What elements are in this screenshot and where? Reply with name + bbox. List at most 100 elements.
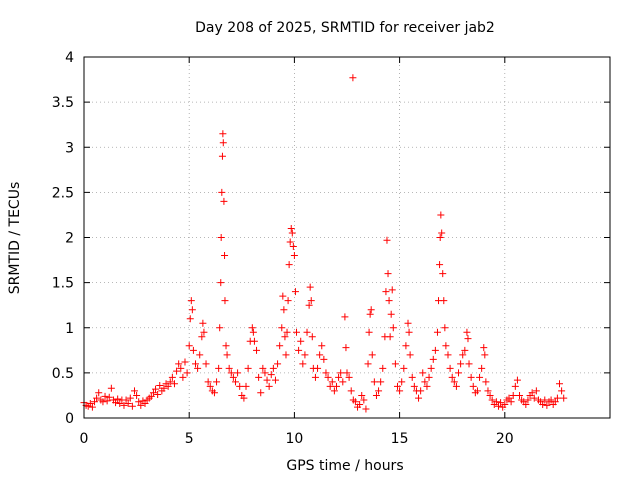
data-point (166, 378, 174, 386)
data-point (222, 342, 230, 350)
data-point (217, 234, 225, 241)
data-point (324, 373, 332, 381)
y-tick-label: 0.5 (52, 366, 74, 382)
data-point (116, 400, 124, 408)
data-point (393, 382, 401, 390)
data-point (168, 373, 176, 381)
data-point (433, 328, 441, 336)
chart-title: Day 208 of 2025, SRMTID for receiver jab… (195, 20, 495, 36)
data-point (114, 395, 122, 403)
data-point (342, 344, 350, 352)
data-point (281, 333, 289, 341)
data-point (553, 394, 561, 402)
data-point (200, 328, 208, 336)
data-point (450, 378, 458, 386)
y-tick-label: 2.5 (52, 185, 74, 201)
data-point (282, 351, 290, 359)
data-point (402, 342, 410, 350)
data-point (492, 398, 500, 406)
data-point (227, 369, 235, 377)
data-point (543, 401, 551, 409)
data-point (95, 389, 103, 397)
y-tick-label: 3.5 (52, 95, 74, 111)
data-point (288, 229, 296, 237)
data-point (328, 378, 336, 386)
data-point (269, 364, 277, 372)
data-point (257, 389, 265, 397)
data-point (86, 400, 94, 408)
data-point (215, 364, 223, 372)
data-point (283, 328, 291, 336)
data-point (183, 369, 191, 377)
data-point (322, 369, 330, 377)
data-point (404, 319, 412, 327)
data-point (318, 342, 326, 350)
axis-ticks: 0 0.5 1 1.5 2 2.5 3 3.5 4 0 5 10 15 20 (52, 50, 610, 447)
data-point (337, 369, 345, 377)
data-point (279, 292, 287, 300)
plot-frame (83, 56, 611, 419)
data-point (341, 313, 349, 321)
data-point (539, 400, 547, 408)
y-tick-label: 4 (65, 50, 74, 66)
data-point (305, 301, 313, 309)
data-point (343, 369, 351, 377)
data-point (405, 328, 413, 336)
data-point (120, 401, 128, 409)
data-point (513, 376, 521, 384)
data-point (276, 342, 284, 350)
data-point (306, 283, 314, 291)
data-point (170, 380, 178, 388)
data-point (295, 346, 303, 354)
data-point (308, 333, 316, 341)
data-point (438, 229, 446, 237)
data-point (141, 400, 149, 408)
data-point (218, 152, 226, 160)
y-tick-label: 0 (65, 411, 74, 427)
data-point (216, 324, 224, 332)
data-point (436, 234, 444, 241)
data-point (249, 328, 257, 336)
data-point (99, 398, 107, 406)
data-point (285, 261, 293, 269)
data-point (516, 391, 524, 399)
data-point (365, 328, 373, 336)
data-point (532, 387, 540, 395)
data-point (332, 382, 340, 390)
data-point (91, 398, 99, 406)
data-point (186, 315, 194, 323)
data-point (213, 378, 221, 386)
data-point (107, 384, 115, 392)
data-point (185, 342, 193, 350)
data-point (152, 385, 160, 393)
data-point (415, 394, 423, 402)
data-point (301, 351, 309, 359)
data-point (290, 252, 298, 260)
data-point (541, 396, 549, 404)
data-point (484, 387, 492, 395)
data-point (103, 397, 111, 405)
data-point (271, 376, 279, 384)
data-point (192, 360, 200, 368)
data-point (297, 337, 305, 345)
data-point (400, 364, 408, 372)
data-point (457, 360, 465, 368)
data-point (425, 373, 433, 381)
data-point (383, 236, 391, 244)
data-point (382, 288, 390, 296)
data-point (219, 139, 227, 147)
x-axis-label: GPS time / hours (286, 458, 403, 474)
data-points (80, 74, 568, 413)
data-point (368, 351, 376, 359)
data-point (480, 344, 488, 352)
data-point (547, 396, 555, 404)
data-point (473, 387, 481, 395)
data-point (429, 355, 437, 363)
data-point (223, 351, 231, 359)
data-point (210, 389, 218, 397)
data-point (556, 380, 564, 388)
data-point (388, 286, 396, 294)
data-point (417, 387, 425, 395)
data-point (242, 382, 250, 390)
data-point (367, 306, 375, 314)
